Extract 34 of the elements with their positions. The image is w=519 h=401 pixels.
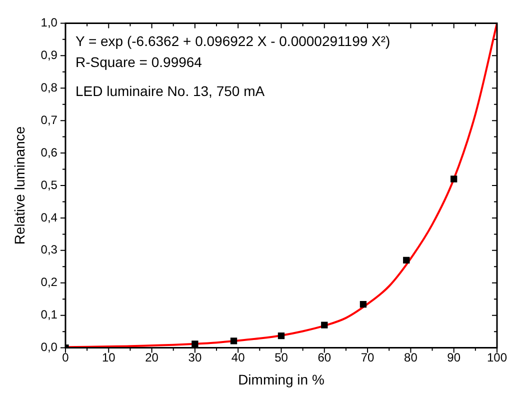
point xyxy=(321,322,328,328)
x-tick-label: 70 xyxy=(360,350,375,364)
x-tick-label: 10 xyxy=(102,350,116,364)
y-tick-label: 0,6 xyxy=(40,145,58,160)
x-tick-label: 40 xyxy=(231,350,246,364)
annotation: R-Square = 0.99964 xyxy=(75,54,202,70)
point xyxy=(360,300,367,308)
x-tick-label: 80 xyxy=(404,350,418,364)
x-tick-label: 30 xyxy=(188,350,202,364)
point xyxy=(278,332,285,340)
y-tick-label: 0,9 xyxy=(40,48,58,62)
x-tick-label: 0 xyxy=(62,350,70,364)
annotation: LED luminaire No. 13, 750 mA xyxy=(75,83,266,100)
x-tick-label: 50 xyxy=(274,350,288,364)
x-tick-label: 90 xyxy=(447,350,461,364)
y-tick-label: 1,0 xyxy=(40,16,58,30)
point xyxy=(192,340,198,348)
point xyxy=(230,338,238,344)
y-tick-label: 0,4 xyxy=(40,210,58,224)
y-axis-title: Relative luminance xyxy=(11,126,28,245)
y-tick-label: 0,8 xyxy=(40,80,58,94)
y-tick-label: 0,1 xyxy=(40,308,58,322)
point xyxy=(403,256,410,264)
y-tick-label: 0,0 xyxy=(40,340,58,354)
annotation: Y = exp (-6.6362 + 0.096922 X - 0.0000291199 X²) xyxy=(75,33,390,50)
x-tick-label: 100 xyxy=(486,350,508,364)
x-tick-label: 60 xyxy=(318,350,332,364)
x-axis-title: Dimming in % xyxy=(238,371,324,388)
y-tick-label: 0,7 xyxy=(40,112,58,127)
x-tick-label: 20 xyxy=(145,350,159,364)
point xyxy=(450,176,458,182)
y-tick-label: 0,2 xyxy=(40,275,58,290)
y-tick-label: 0,5 xyxy=(40,178,58,192)
y-tick-label: 0,3 xyxy=(40,242,58,257)
